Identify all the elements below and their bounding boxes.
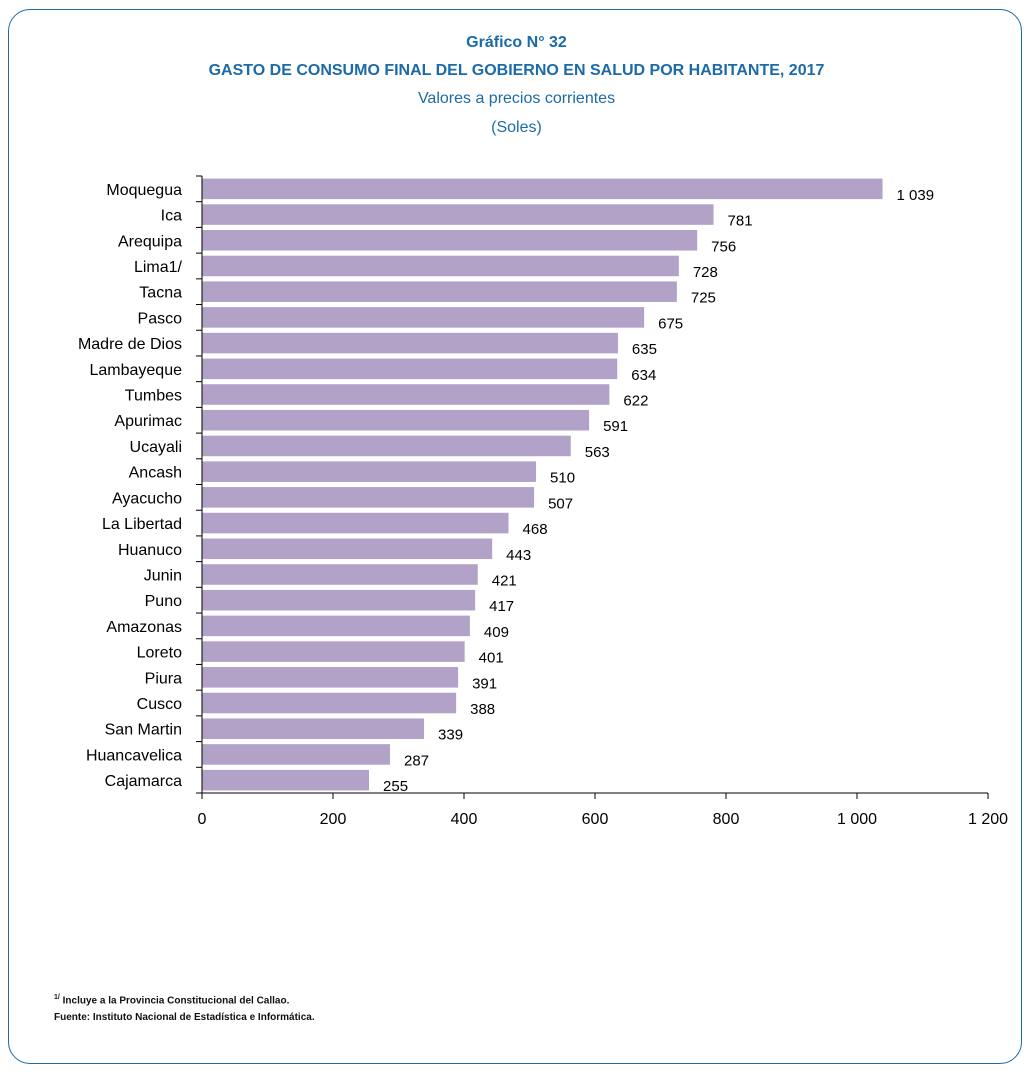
category-label: Huancavelica bbox=[86, 747, 182, 764]
category-label: Loreto bbox=[137, 645, 182, 662]
category-label: Amazonas bbox=[106, 619, 182, 636]
data-label: 728 bbox=[693, 264, 718, 281]
data-label: 510 bbox=[550, 470, 575, 487]
category-label: Huanuco bbox=[118, 542, 182, 559]
category-label: Ancash bbox=[129, 465, 182, 482]
category-label: Ucayali bbox=[130, 439, 182, 456]
bar bbox=[202, 435, 571, 457]
category-label: Apurimac bbox=[114, 413, 182, 430]
data-label: 675 bbox=[658, 315, 683, 332]
data-label: 1 039 bbox=[897, 187, 935, 204]
bar bbox=[202, 744, 390, 765]
category-label: Lima1/ bbox=[134, 259, 183, 276]
bar bbox=[202, 229, 698, 251]
x-tick-label: 1 200 bbox=[968, 811, 1008, 828]
data-label: 339 bbox=[438, 727, 463, 744]
bar bbox=[202, 384, 610, 405]
bar bbox=[202, 461, 537, 482]
data-label: 634 bbox=[631, 367, 656, 384]
data-label: 507 bbox=[548, 495, 573, 512]
data-label: 622 bbox=[623, 393, 648, 410]
chart-note-unit: (Soles) bbox=[491, 119, 542, 136]
category-label: Cusco bbox=[137, 696, 182, 713]
bar bbox=[202, 178, 883, 200]
data-label: 388 bbox=[470, 701, 495, 718]
bar bbox=[202, 564, 478, 585]
bar bbox=[202, 204, 714, 225]
category-label: Ayacucho bbox=[112, 490, 182, 507]
x-tick-label: 800 bbox=[713, 811, 740, 828]
bar bbox=[202, 409, 590, 431]
x-tick-label: 1 000 bbox=[837, 811, 877, 828]
category-label: Junin bbox=[144, 567, 182, 584]
category-label: Cajamarca bbox=[105, 773, 182, 790]
category-label: Pasco bbox=[138, 310, 183, 327]
x-tick-label: 400 bbox=[451, 811, 478, 828]
bar bbox=[202, 718, 425, 740]
data-label: 421 bbox=[492, 572, 517, 589]
data-label: 417 bbox=[489, 598, 514, 615]
bar bbox=[202, 332, 618, 354]
bar bbox=[202, 487, 535, 508]
data-label: 756 bbox=[711, 238, 736, 255]
x-tick-label: 600 bbox=[582, 811, 609, 828]
bar bbox=[202, 615, 470, 637]
x-tick-label: 0 bbox=[198, 811, 207, 828]
chart-note-valores: Valores a precios corrientes bbox=[417, 90, 616, 107]
data-label: 635 bbox=[632, 341, 657, 358]
bar bbox=[202, 307, 645, 328]
data-label: 391 bbox=[472, 675, 497, 692]
data-label: 781 bbox=[728, 213, 753, 230]
category-label: Tacna bbox=[139, 285, 182, 302]
category-label: La Libertad bbox=[102, 516, 182, 533]
data-label: 401 bbox=[479, 650, 504, 667]
category-label: Piura bbox=[145, 670, 182, 687]
data-label: 563 bbox=[585, 444, 610, 461]
bar bbox=[202, 692, 457, 714]
data-label: 468 bbox=[523, 521, 548, 538]
bar bbox=[202, 358, 618, 380]
bar bbox=[202, 538, 493, 560]
data-label: 255 bbox=[383, 778, 408, 795]
footnote: 1/ Incluye a la Provincia Constitucional… bbox=[54, 994, 289, 1006]
data-label: 287 bbox=[404, 752, 429, 769]
category-label: Madre de Dios bbox=[78, 336, 182, 353]
source-note: Fuente: Instituto Nacional de Estadístic… bbox=[54, 1012, 315, 1023]
category-label: Tumbes bbox=[125, 388, 182, 405]
x-tick-label: 200 bbox=[320, 811, 347, 828]
chart-title: Gráfico N° 32 bbox=[466, 34, 567, 51]
category-label: Puno bbox=[145, 593, 182, 610]
footnote-mark: 1/ bbox=[54, 994, 60, 1001]
data-label: 443 bbox=[506, 547, 531, 564]
category-label: Ica bbox=[161, 208, 182, 225]
category-label: Moquegua bbox=[106, 182, 182, 199]
bar bbox=[202, 255, 679, 277]
category-label: Lambayeque bbox=[89, 362, 182, 379]
chart-subtitle: GASTO DE CONSUMO FINAL DEL GOBIERNO EN S… bbox=[208, 62, 825, 79]
bar bbox=[202, 281, 677, 302]
bar bbox=[202, 512, 509, 534]
footnote-text: Incluye a la Provincia Constitucional de… bbox=[62, 995, 290, 1007]
category-label: Arequipa bbox=[118, 233, 182, 250]
category-label: San Martin bbox=[105, 722, 182, 739]
data-label: 409 bbox=[484, 624, 509, 641]
bar bbox=[202, 667, 459, 688]
bar bbox=[202, 641, 465, 662]
data-label: 725 bbox=[691, 290, 716, 307]
data-label: 591 bbox=[603, 418, 628, 435]
bar bbox=[202, 589, 476, 611]
bar bbox=[202, 769, 370, 791]
